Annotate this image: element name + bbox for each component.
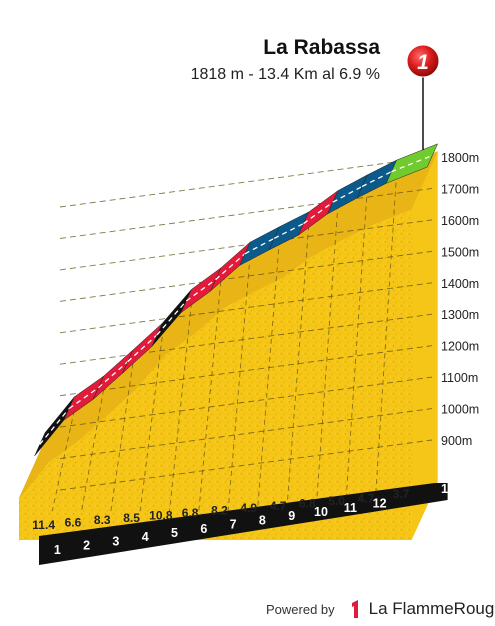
band-centre-line [215, 253, 246, 281]
profile-top-surface [19, 151, 438, 499]
y-tick-label: 1800m [441, 151, 479, 165]
y-tick-label: 1400m [441, 277, 479, 291]
y-tick-label: 900m [441, 434, 472, 448]
grid-line [59, 187, 433, 239]
gradient-label: 10.8 [149, 508, 173, 522]
gradient-label: 8.2 [211, 504, 228, 518]
km-tick-label: 1 [54, 543, 61, 557]
climb-summary: 1818 m - 13.4 Km al 6.9 % [190, 66, 380, 83]
gradient-label: 3.7 [393, 487, 410, 501]
gradient-label: 4.9 [240, 501, 257, 515]
band-centre-line [185, 279, 216, 302]
y-tick-label: 1700m [441, 182, 479, 196]
km-tick-label: 7 [230, 518, 237, 532]
gradient-label: 5.0 [328, 494, 345, 508]
band-centre-line [391, 154, 433, 173]
km-grid-line [374, 173, 398, 512]
y-tick-label: 1200m [441, 340, 479, 354]
km-tick-label: 3 [112, 534, 119, 548]
climb-title: La Rabassa [263, 36, 380, 59]
km-grid-line [139, 336, 163, 512]
y-tick-label: 1000m [441, 403, 479, 417]
brand-name: La FlammeRouge [368, 599, 495, 618]
grid-line [59, 313, 433, 365]
y-tick-label: 1600m [441, 214, 479, 228]
km-tick-label: 6 [200, 522, 207, 536]
profile-end-face [411, 151, 438, 540]
grid-line [59, 376, 433, 428]
grid-line [59, 219, 433, 271]
grid-line [59, 408, 433, 460]
band-centre-line [361, 171, 392, 188]
gradient-label: 6.8 [299, 496, 316, 510]
grid-line [59, 282, 433, 334]
band-centre-line [39, 408, 70, 445]
km-grid-line [110, 363, 134, 512]
km-grid-line [227, 255, 251, 512]
flamme-rouge-logo-icon [351, 600, 358, 618]
grid-line [59, 156, 433, 208]
km-grid-line [315, 204, 339, 512]
band-centre-line [127, 334, 158, 363]
grid-line [59, 345, 433, 397]
band-centre-line [244, 237, 275, 255]
summit-marker-badge [406, 44, 440, 78]
km-tick-label: 10 [314, 505, 328, 519]
km-grid-line [286, 225, 310, 512]
km-tick-label: 8 [259, 513, 266, 527]
grid-line [59, 439, 433, 491]
band-centre-line [332, 185, 363, 203]
km-grid-line [256, 240, 280, 512]
km-tick-label: 12 [373, 497, 387, 511]
powered-by-text: Powered by [266, 601, 335, 617]
km-tick-label: 4 [142, 530, 149, 544]
y-tick-label: 1100m [441, 371, 478, 385]
km-grid-line [51, 410, 75, 512]
band-centre-line [303, 201, 334, 225]
band-centre-line [156, 300, 187, 336]
footer: Powered by La FlammeRouge [266, 597, 495, 621]
distance-base-strip [39, 483, 448, 565]
km-tick-label: 11 [344, 501, 357, 515]
km-tick-label: 2 [83, 539, 90, 553]
km-tick-label: 9 [288, 509, 295, 523]
km-grid-line [198, 281, 222, 512]
gradient-label: 8.5 [123, 511, 140, 525]
profile-front-area [19, 209, 412, 540]
gradient-label: 6.8 [182, 506, 199, 520]
gradient-label: 11.4 [32, 518, 55, 532]
band-centre-line [273, 223, 304, 239]
gradient-label: 4.7 [358, 492, 375, 506]
gradient-label: 8.3 [94, 513, 111, 527]
gradient-label: 4.7 [270, 499, 287, 513]
band-centre-line [68, 387, 99, 410]
y-tick-label: 1500m [441, 245, 479, 259]
km-end-label: 13.4 [441, 482, 465, 496]
y-tick-label: 1300m [441, 308, 479, 322]
band-centre-line [97, 361, 129, 389]
km-tick-label: 5 [171, 526, 178, 540]
gradient-label: 6.6 [65, 516, 82, 530]
km-grid-line [81, 389, 105, 512]
elevation-profile-chart: 900m 1000m 1100m 1200m 1300m 1400m 1500m 1600m 1… [19, 44, 479, 565]
summit-marker-number: 1 [417, 51, 429, 74]
grid-line [59, 250, 433, 302]
km-grid-line [169, 302, 192, 512]
